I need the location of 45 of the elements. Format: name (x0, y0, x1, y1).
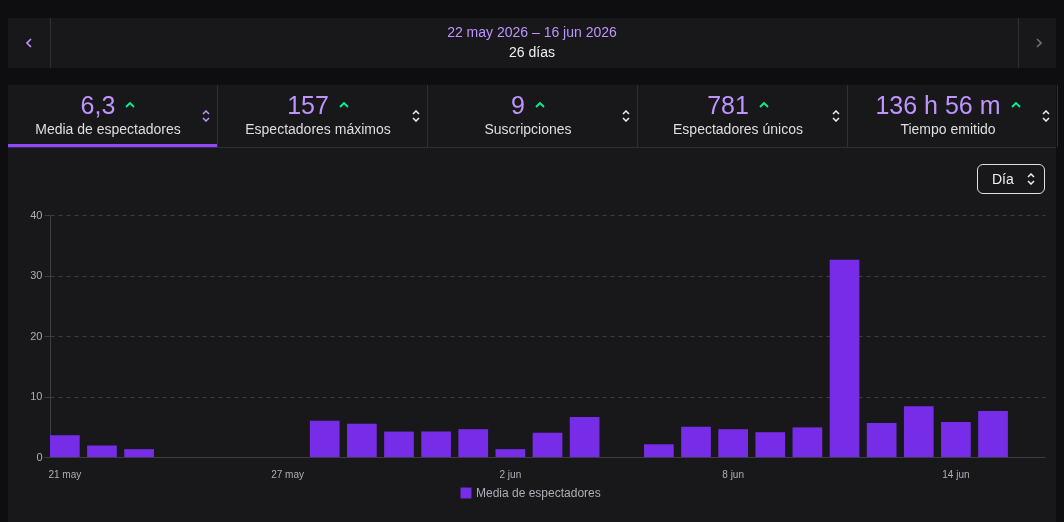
text: Suscripciones (483, 121, 573, 137)
y-tick-label: 30 (30, 269, 43, 281)
bar (124, 449, 154, 457)
text: 136 h 56 m (875, 91, 1001, 119)
y-tick-label: 40 (30, 208, 43, 221)
text: 6,3 (80, 91, 116, 119)
bar (384, 431, 414, 457)
x-tick-label: 27 may (271, 468, 305, 480)
text: 157 (287, 91, 329, 119)
text: Espectadores únicos (672, 121, 804, 137)
chart-subtitle: 26 días (508, 44, 556, 60)
bar (309, 420, 340, 457)
bar (792, 427, 823, 457)
text: 781 (707, 91, 749, 119)
bar (681, 426, 711, 457)
bar (866, 423, 897, 457)
bar (644, 444, 674, 457)
bar (458, 429, 489, 457)
text: Día (992, 171, 1014, 187)
bar (903, 406, 934, 457)
bar (87, 445, 117, 457)
y-tick-label: 0 (36, 450, 43, 463)
text: 9 (511, 91, 525, 119)
text: Tiempo emitido (899, 121, 997, 137)
bar (718, 429, 748, 457)
bar (755, 432, 786, 457)
bar (532, 432, 563, 457)
text: Espectadores máximos (244, 121, 392, 137)
y-tick-label: 20 (30, 329, 43, 342)
bar (569, 417, 600, 457)
x-tick-label: 14 jun (942, 468, 970, 480)
x-tick-label: 8 jun (722, 468, 744, 480)
x-tick-label: 21 may (48, 468, 82, 480)
y-tick-label: 10 (30, 390, 43, 402)
chart-title: 22 may 2026 – 16 jun 2026 (446, 24, 618, 40)
bar (347, 423, 377, 457)
bar (978, 411, 1008, 457)
bar (421, 431, 451, 457)
text: Media de espectadores (34, 121, 182, 137)
x-tick-label: 2 jun (499, 468, 522, 480)
legend-label: Media de espectadores (476, 486, 601, 500)
bar (941, 421, 971, 457)
bar (495, 449, 526, 457)
bar (829, 259, 860, 457)
bar (50, 435, 80, 457)
